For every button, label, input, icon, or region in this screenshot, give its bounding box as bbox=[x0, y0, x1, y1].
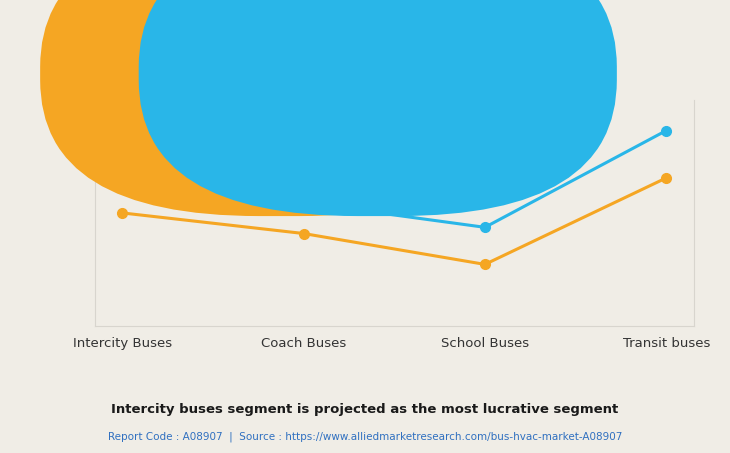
Text: Report Code : A08907  |  Source : https://www.alliedmarketresearch.com/bus-hvac-: Report Code : A08907 | Source : https://… bbox=[108, 431, 622, 442]
Text: Intercity buses segment is projected as the most lucrative segment: Intercity buses segment is projected as … bbox=[112, 403, 618, 416]
Text: 2021: 2021 bbox=[307, 67, 340, 80]
Text: BUS HVAC MARKET: BUS HVAC MARKET bbox=[269, 20, 461, 39]
Text: 2031: 2031 bbox=[405, 67, 439, 80]
Text: BY VEHICLE TYPE: BY VEHICLE TYPE bbox=[298, 54, 432, 68]
